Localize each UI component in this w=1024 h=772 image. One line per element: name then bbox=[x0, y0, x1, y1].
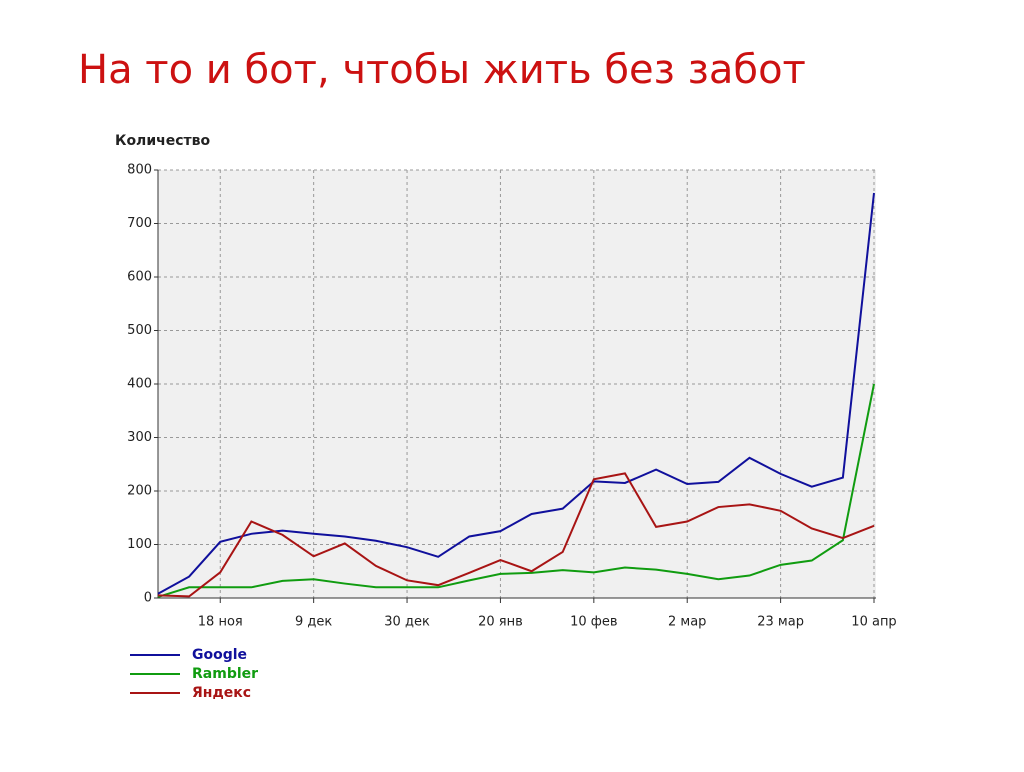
y-tick-label: 500 bbox=[127, 323, 152, 338]
slide-title: На то и бот, чтобы жить без забот bbox=[78, 47, 806, 93]
legend-label: Google bbox=[192, 647, 247, 663]
y-tick-label: 0 bbox=[144, 591, 152, 606]
y-tick-label: 800 bbox=[127, 163, 152, 178]
x-tick-label: 23 мар bbox=[757, 615, 804, 630]
series-line bbox=[157, 383, 875, 598]
legend-label: Rambler bbox=[192, 666, 258, 682]
x-tick-label: 2 мар bbox=[668, 615, 706, 630]
legend-label: Яндекс bbox=[192, 685, 251, 701]
series-line bbox=[157, 472, 875, 598]
y-axis-label: Количество bbox=[115, 133, 211, 149]
x-tick-label: 10 фев bbox=[570, 615, 617, 630]
x-tick-label: 10 апр bbox=[851, 615, 896, 630]
y-tick-label: 400 bbox=[127, 377, 152, 392]
x-tick-label: 20 янв bbox=[478, 615, 523, 630]
y-tick-label: 100 bbox=[127, 537, 152, 552]
y-tick-label: 200 bbox=[127, 484, 152, 499]
y-tick-label: 300 bbox=[127, 430, 152, 445]
x-tick-label: 18 ноя bbox=[198, 615, 243, 630]
x-tick-label: 9 дек bbox=[295, 615, 332, 630]
plot-area bbox=[158, 170, 876, 598]
y-tick-label: 600 bbox=[127, 270, 152, 285]
y-tick-label: 700 bbox=[127, 216, 152, 231]
x-tick-label: 30 дек bbox=[384, 615, 430, 630]
series-line bbox=[157, 192, 875, 595]
